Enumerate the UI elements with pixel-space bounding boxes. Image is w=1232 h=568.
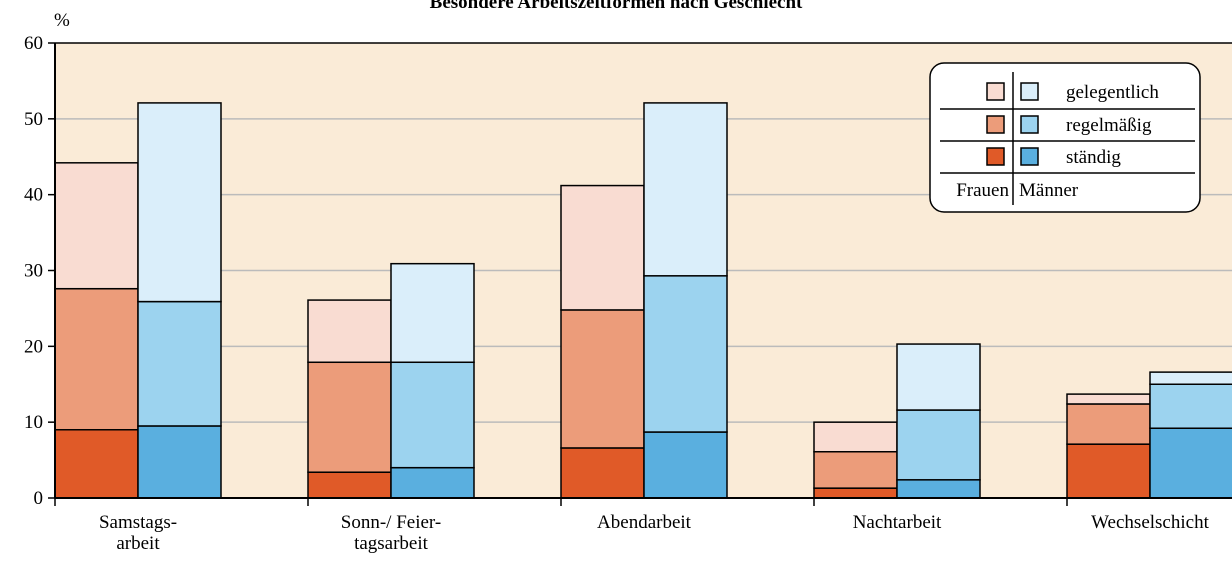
x-tick-label: Wechselschicht [1091, 512, 1209, 533]
bar-segment [137, 102, 222, 303]
bar-segment [54, 162, 139, 290]
bar-segment [560, 309, 645, 449]
y-tick-label: 40 [24, 185, 43, 206]
legend-label: regelmäßig [1066, 115, 1152, 136]
legend-swatch [1020, 115, 1039, 134]
bar-segment [560, 447, 645, 499]
bar-segment [1066, 443, 1151, 499]
bar-segment [813, 487, 898, 499]
y-tick-label: 60 [24, 33, 43, 54]
x-tick-label: Abendarbeit [597, 512, 691, 533]
legend-swatch [986, 147, 1005, 166]
legend-swatch [1020, 147, 1039, 166]
bar-segment [1149, 371, 1232, 386]
x-tick-label: Sonn-/ Feier- tagsarbeit [340, 512, 442, 554]
y-tick-label: 20 [24, 336, 43, 357]
x-tick-label: Samstags- arbeit [98, 512, 178, 554]
y-axis-label: % [54, 10, 70, 31]
bar-segment [643, 275, 728, 433]
legend-group: Männer [1019, 180, 1079, 201]
bar-segment [1066, 393, 1151, 405]
bar-segment [643, 102, 728, 277]
y-tick-label: 10 [24, 412, 43, 433]
bar-segment [54, 287, 139, 431]
bar-segment [307, 361, 392, 473]
x-tick-label: Nachtarbeit [852, 512, 942, 533]
y-tick-label: 50 [24, 109, 43, 130]
bar-segment [896, 479, 981, 499]
bar-segment [813, 450, 898, 489]
legend-label: ständig [1066, 147, 1121, 168]
bar-segment [643, 431, 728, 499]
bar-segment [1149, 383, 1232, 429]
bar-segment [137, 425, 222, 499]
y-tick-label: 0 [34, 488, 44, 509]
bar-segment [896, 409, 981, 481]
bar-segment [307, 299, 392, 364]
legend-swatch [1020, 82, 1039, 101]
bar-segment [1149, 427, 1232, 499]
bar-segment [813, 421, 898, 453]
bar-segment [390, 466, 475, 499]
bar-segment [390, 361, 475, 469]
legend: ständig regelmäßig gelegentlich Frauen Männe… [929, 62, 1201, 213]
bar-segment [560, 184, 645, 311]
bar-segment [390, 262, 475, 364]
legend-swatch [986, 115, 1005, 134]
bar-segment [137, 300, 222, 427]
bar-segment [896, 343, 981, 411]
bar-segment [307, 471, 392, 499]
bar-segment [54, 429, 139, 499]
legend-label: gelegentlich [1066, 82, 1159, 103]
legend-group: Frauen [956, 180, 1009, 201]
bar-segment [1066, 403, 1151, 445]
y-tick-label: 30 [24, 261, 43, 282]
legend-swatch [986, 82, 1005, 101]
chart-title: Besondere Arbeitszeitformen nach Geschle… [430, 0, 803, 13]
